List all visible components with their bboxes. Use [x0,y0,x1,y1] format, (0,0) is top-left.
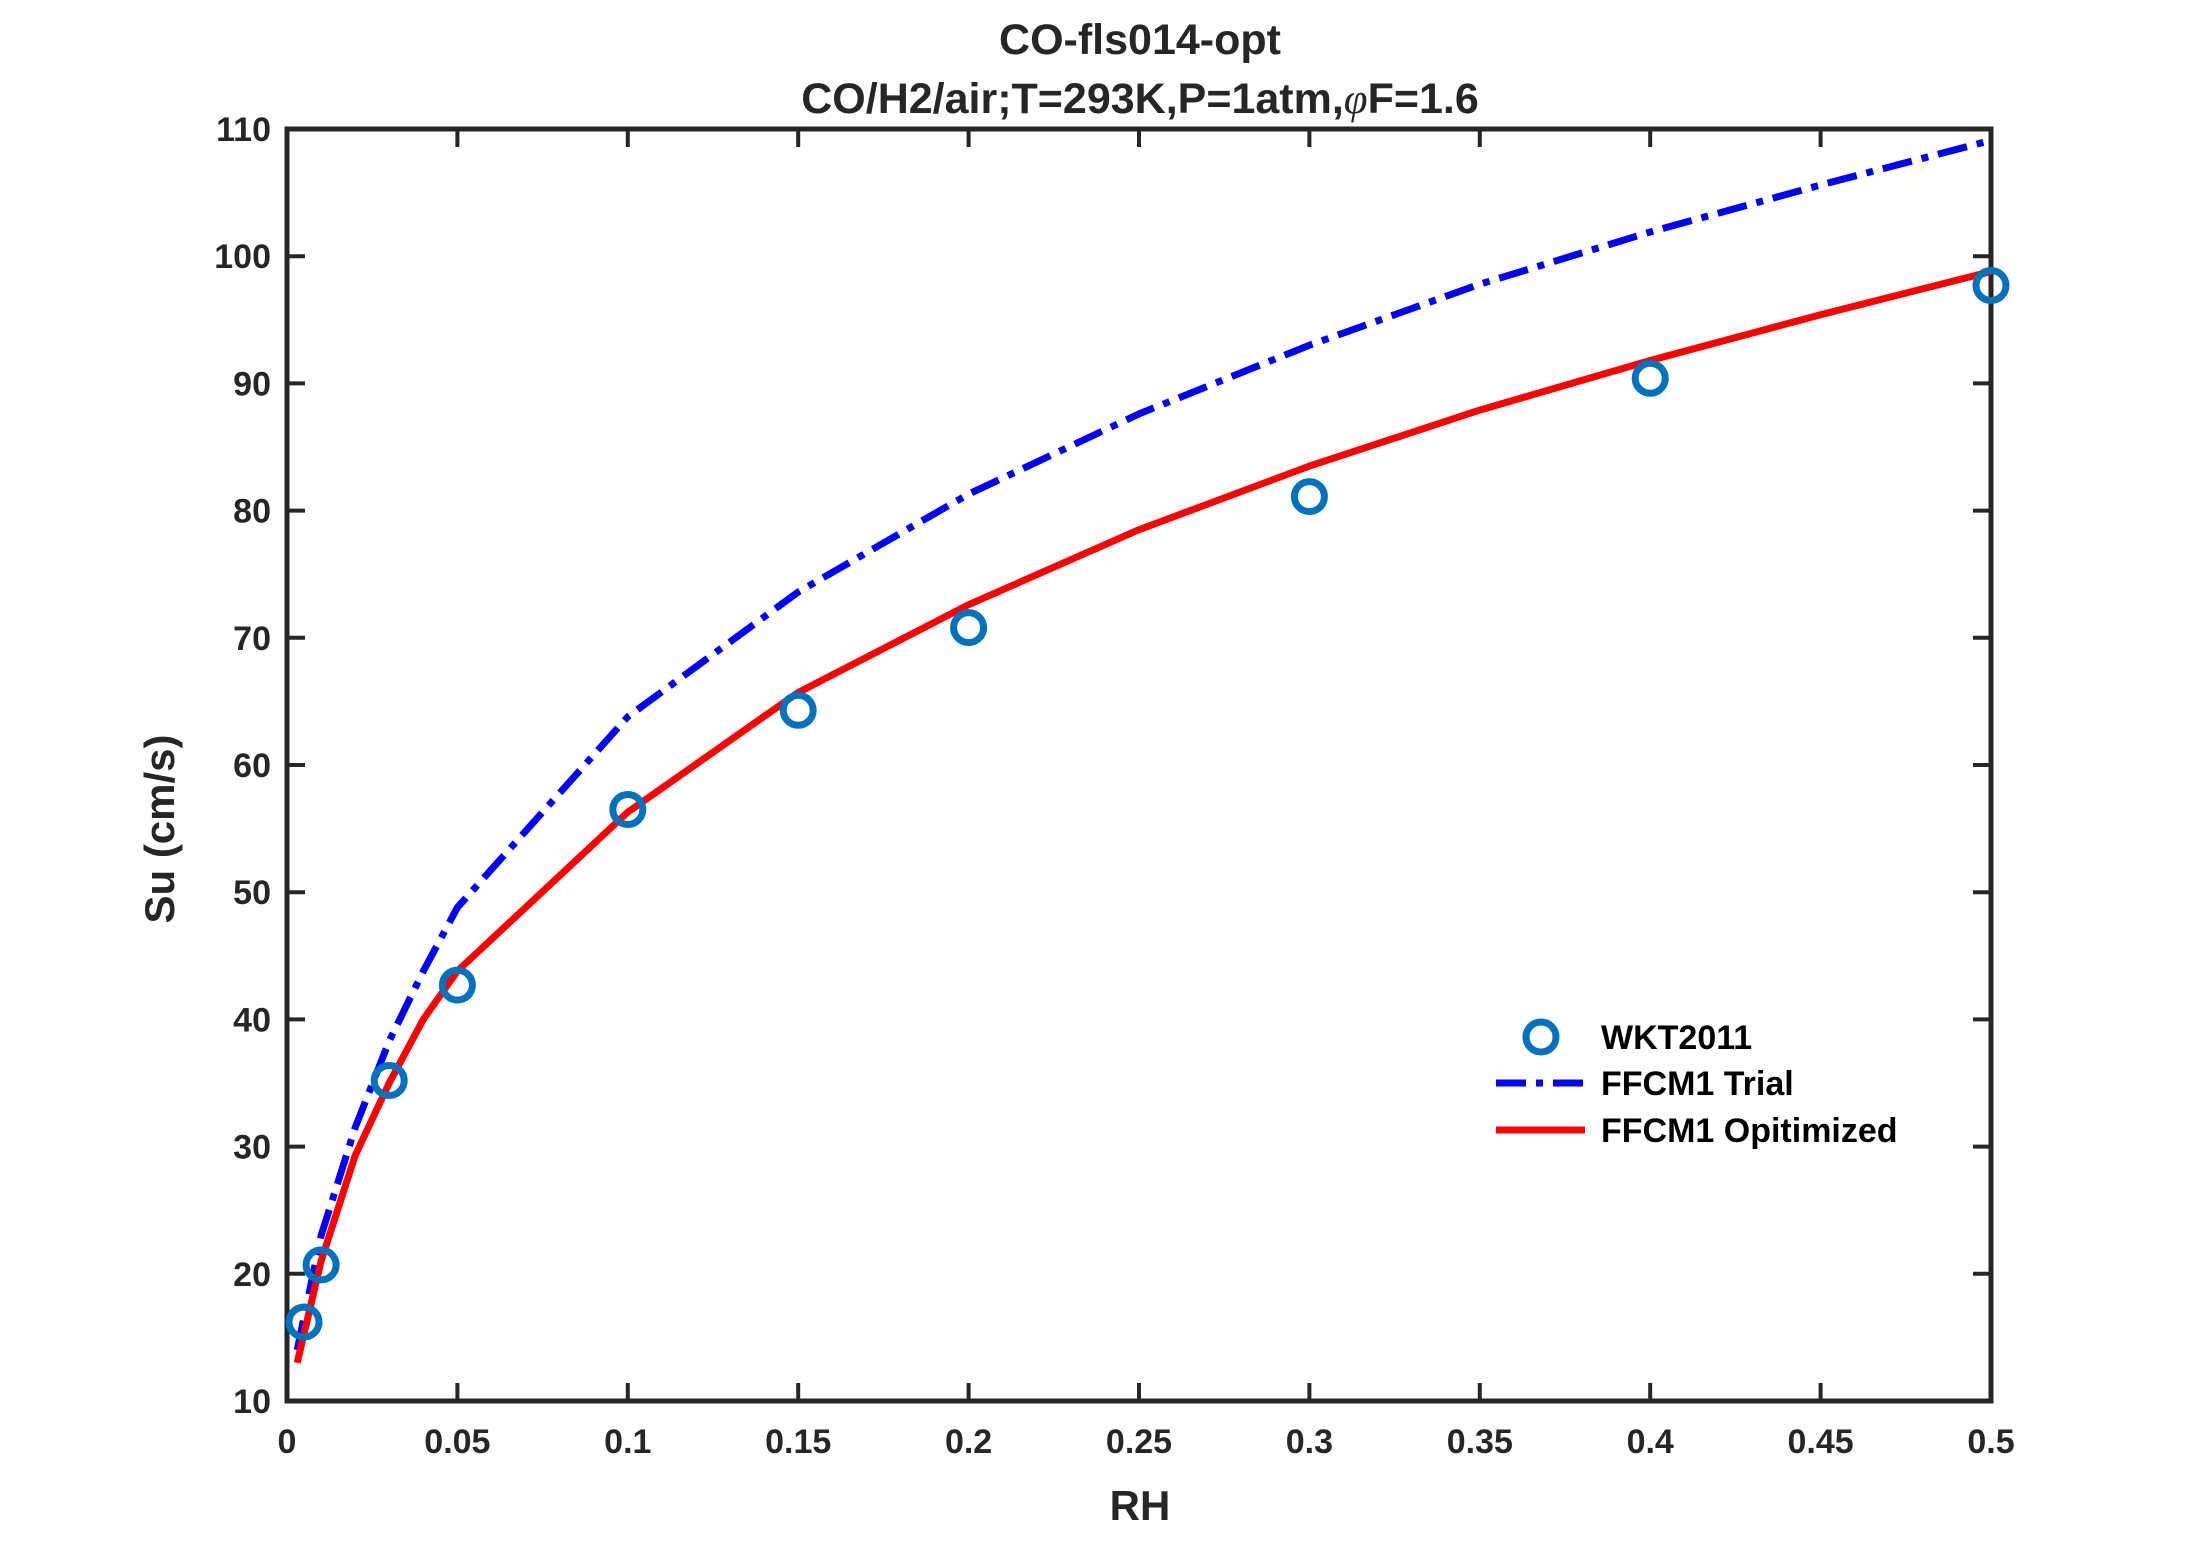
plot-frame [284,126,1994,1404]
data-point-wkt2011 [1290,478,1328,516]
chart-title: CO-fls014-opt [999,16,1281,64]
y-tick-label: 90 [233,365,271,403]
y-tick-label: 10 [233,1383,271,1421]
data-point-wkt2011 [779,691,817,729]
legend-marker-wkt2011 [1522,1018,1560,1056]
y-tick-label: 60 [233,747,271,785]
x-tick-label: 0.4 [1627,1423,1674,1461]
legend: WKT2011 FFCM1 Trial FFCM1 Opitimized [1496,1018,1898,1150]
legend-label-ffcm1-optimized: FFCM1 Opitimized [1601,1112,1898,1150]
y-tick-label: 40 [233,1001,271,1039]
y-tick-label: 20 [233,1256,271,1294]
y-axis-label: Su (cm/s) [136,734,183,923]
y-tick-label: 100 [214,238,271,276]
legend-label-ffcm1-trial: FFCM1 Trial [1601,1065,1794,1103]
x-tick-label: 0 [278,1423,297,1461]
data-point-wkt2011 [609,791,647,828]
chart-subtitle: CO/H2/air;T=293K,P=1atm,φF=1.6 [801,75,1478,123]
legend-label-wkt2011: WKT2011 [1601,1019,1752,1057]
data-point-wkt2011 [302,1246,340,1284]
x-tick-label: 0.45 [1788,1423,1854,1461]
x-tick-label: 0.5 [1967,1423,2014,1461]
series-line-ffcm1-trial [293,137,1992,1351]
data-point-wkt2011 [950,609,988,647]
data-point-wkt2011 [1631,359,1669,397]
x-tick-label: 0.3 [1286,1423,1333,1461]
y-tick-label: 70 [233,620,271,658]
data-point-wkt2011 [438,966,476,1004]
y-tick-label: 30 [233,1129,271,1167]
y-tick-label: 110 [216,111,271,149]
x-tick-label: 0.15 [765,1423,831,1461]
y-tick-label: 50 [233,874,271,912]
x-axis-label: RH [1110,1482,1171,1529]
data-point-wkt2011 [370,1062,408,1099]
x-axis: 0 0.05 0.1 0.15 0.2 0.25 0.3 0.35 0.4 0.45 0.5 [278,129,2015,1461]
x-tick-label: 0.35 [1447,1423,1513,1461]
data-point-wkt2011 [285,1303,323,1341]
x-tick-label: 0.1 [604,1423,651,1461]
y-tick-label: 80 [233,493,271,531]
data-point-wkt2011 [1972,267,2010,304]
plot-area: 0 0.05 0.1 0.15 0.2 0.25 0.3 0.35 0.4 0.45 0.5 10 2… [214,111,2014,1461]
x-tick-label: 0.25 [1106,1423,1172,1461]
x-tick-label: 0.2 [945,1423,992,1461]
y-axis: 10 20 30 40 50 60 70 80 90 100 110 [214,111,1991,1421]
x-tick-label: 0.05 [424,1423,490,1461]
series-layer [285,137,2010,1364]
